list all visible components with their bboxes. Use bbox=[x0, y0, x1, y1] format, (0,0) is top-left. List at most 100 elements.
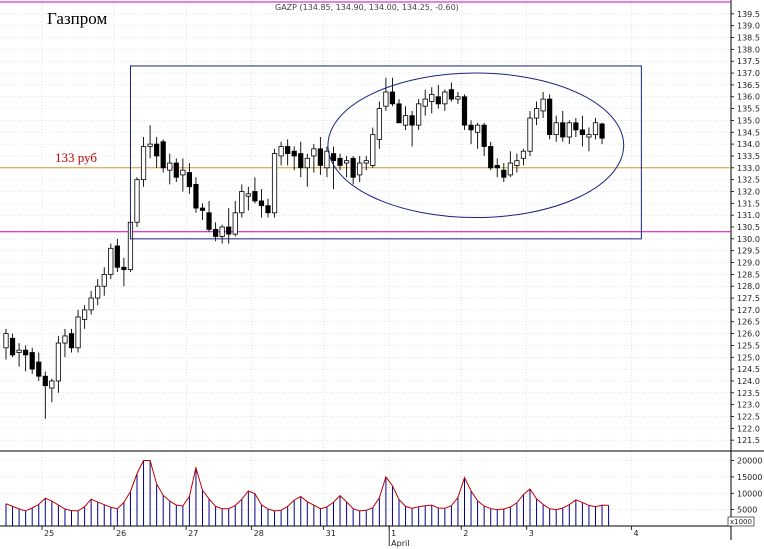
candle bbox=[455, 92, 461, 104]
time-tick-label: 25 bbox=[44, 529, 54, 538]
candle bbox=[49, 378, 55, 403]
time-tick-label: 28 bbox=[254, 529, 264, 538]
candle-body-down bbox=[212, 228, 219, 237]
candle-body-up bbox=[3, 333, 9, 349]
candle-body-up bbox=[553, 122, 559, 136]
price-tick-label: 134.0 bbox=[737, 140, 760, 149]
candle-body-down bbox=[226, 226, 232, 235]
candle bbox=[566, 120, 572, 145]
candle bbox=[317, 137, 324, 175]
candle bbox=[494, 158, 500, 178]
candle-body-up bbox=[245, 193, 251, 197]
volume-scale-box bbox=[727, 516, 755, 527]
candle-body-up bbox=[232, 212, 238, 235]
candle-body-down bbox=[468, 124, 474, 131]
time-labels: 25 26 27 28 31 1 2 3 4 April bbox=[41, 526, 639, 548]
volume-tick-label: 15000 bbox=[737, 473, 762, 482]
candle bbox=[160, 139, 166, 173]
candle-body-down bbox=[42, 375, 48, 387]
price-tick-label: 130.5 bbox=[737, 223, 760, 232]
candle bbox=[62, 328, 68, 358]
candle-body-up bbox=[540, 98, 546, 112]
candle bbox=[180, 158, 186, 192]
candle-body-down bbox=[199, 207, 206, 211]
candle bbox=[416, 99, 422, 130]
candle-body-up bbox=[16, 349, 22, 353]
candle bbox=[108, 243, 114, 280]
chart-title: Газпром bbox=[47, 9, 107, 28]
candle-body-down bbox=[573, 122, 579, 131]
candle bbox=[474, 122, 481, 149]
candle bbox=[337, 153, 343, 171]
candle-body-up bbox=[442, 91, 448, 105]
candle bbox=[291, 146, 297, 171]
candle-body-up bbox=[219, 226, 225, 237]
price-grid bbox=[0, 0, 731, 451]
time-tick-label: 1 bbox=[391, 529, 396, 538]
price-tick-label: 131.0 bbox=[737, 211, 760, 220]
price-tick-label: 137.5 bbox=[737, 57, 760, 66]
candle bbox=[573, 118, 579, 137]
candle-body-down bbox=[501, 169, 507, 178]
price-tick-labels: 139.5 139.0 138.5 138.0 137.5 137.0 136.5 136.0… bbox=[731, 10, 760, 445]
candle bbox=[193, 177, 199, 213]
candle-body-up bbox=[402, 115, 409, 126]
time-tick-label: 27 bbox=[188, 529, 198, 538]
candle bbox=[547, 94, 553, 140]
candle bbox=[507, 151, 513, 178]
candle-body-down bbox=[579, 129, 586, 136]
time-tick-label: 31 bbox=[326, 529, 336, 538]
candle-body-up bbox=[49, 380, 55, 389]
price-tick-label: 126.5 bbox=[737, 318, 760, 327]
candle bbox=[271, 148, 278, 218]
candle-body-down bbox=[186, 172, 192, 188]
candle-body-down bbox=[9, 337, 16, 356]
candle bbox=[68, 328, 75, 353]
price-tick-label: 135.5 bbox=[737, 105, 760, 114]
price-tick-label: 132.5 bbox=[737, 176, 760, 185]
pattern-ellipse bbox=[327, 72, 625, 219]
candle-body-down bbox=[285, 146, 291, 154]
candle bbox=[285, 139, 291, 166]
candle bbox=[501, 163, 507, 182]
candle-body-up bbox=[357, 162, 363, 176]
candle-body-up bbox=[343, 160, 350, 164]
candle-body-down bbox=[337, 157, 343, 166]
candle bbox=[55, 335, 62, 393]
candle-body-up bbox=[363, 160, 369, 164]
price-tick-label: 122.0 bbox=[737, 424, 760, 433]
candle bbox=[173, 158, 179, 182]
candle bbox=[186, 163, 192, 194]
candle bbox=[350, 155, 356, 185]
candle-body-up bbox=[278, 146, 284, 157]
candle-body-up bbox=[507, 162, 513, 176]
candle-body-up bbox=[147, 143, 153, 147]
candle bbox=[16, 343, 22, 367]
candle bbox=[29, 347, 35, 374]
candle bbox=[402, 106, 409, 130]
candle-body-up bbox=[520, 150, 527, 159]
price-tick-label: 126.0 bbox=[737, 330, 760, 339]
candle bbox=[357, 155, 363, 182]
candle-body-down bbox=[173, 162, 179, 178]
candle bbox=[212, 222, 219, 242]
candle bbox=[461, 94, 468, 130]
candle-body-down bbox=[350, 157, 356, 178]
price-tick-label: 128.5 bbox=[737, 270, 760, 279]
volume-tick-label: 5000 bbox=[737, 506, 757, 515]
candle-body-up bbox=[108, 247, 114, 275]
price-tick-label: 125.5 bbox=[737, 341, 760, 350]
candle bbox=[409, 110, 415, 147]
candle-body-up bbox=[383, 91, 389, 107]
candle bbox=[514, 153, 520, 173]
price-tick-label: 130.0 bbox=[737, 235, 760, 244]
candle bbox=[95, 279, 101, 306]
candle bbox=[167, 153, 173, 185]
candle-body-up bbox=[376, 108, 382, 140]
candle-body-down bbox=[560, 122, 566, 138]
price-tick-label: 132.0 bbox=[737, 187, 760, 196]
candle bbox=[134, 177, 140, 227]
price-tick-label: 136.5 bbox=[737, 81, 760, 90]
price-tick-label: 136.0 bbox=[737, 93, 760, 102]
